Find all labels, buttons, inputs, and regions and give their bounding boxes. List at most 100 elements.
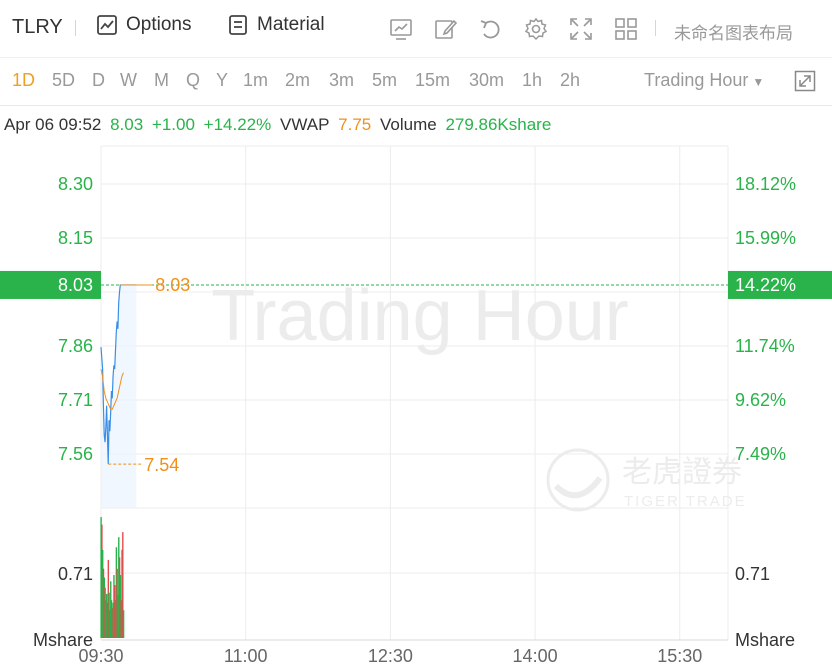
quote-datetime: Apr 06 09:52: [4, 115, 102, 134]
period-1h[interactable]: 1h: [522, 70, 543, 90]
period-3m[interactable]: 3m: [329, 70, 355, 90]
volume-bar: [107, 559, 110, 638]
layout-name[interactable]: 未命名图表布局: [674, 24, 793, 43]
volume-tick-label: 0.71: [58, 564, 93, 584]
volume-bar: [112, 602, 114, 638]
period-1m[interactable]: 1m: [243, 70, 269, 90]
low-marker-label: 7.54: [144, 455, 179, 475]
settings-icon[interactable]: [523, 16, 549, 42]
toolbar-divider: [655, 20, 656, 36]
options-chart-icon: [97, 15, 117, 35]
volume-label: Volume: [380, 115, 437, 134]
price-tick-label: 7.86: [58, 336, 93, 356]
time-tick-label: 11:00: [224, 646, 268, 666]
ticker-symbol[interactable]: TLRY: [12, 16, 63, 38]
volume-bar: [115, 547, 118, 638]
volume-bar: [117, 595, 119, 638]
quote-info-bar: Apr 06 09:52 8.03 +1.00 +14.22% VWAP 7.7…: [4, 115, 555, 135]
brand-watermark: 老虎證券: [622, 455, 742, 490]
volume-bar: [106, 602, 109, 638]
volume-bar: [102, 549, 104, 638]
undo-icon[interactable]: [478, 16, 504, 42]
price-area: [101, 284, 137, 508]
high-marker-label: 8.03: [155, 275, 190, 295]
toolbar-divider: [75, 20, 76, 36]
volume-bar: [116, 568, 118, 638]
brand-watermark-logo: [553, 476, 603, 499]
price-tick-label: 7.71: [58, 390, 93, 410]
pct-tick-label: 15.99%: [735, 228, 796, 248]
volume-bar: [108, 592, 110, 638]
volume-bar: [119, 575, 122, 638]
volume-bar: [106, 593, 108, 638]
volume-value: 279.86Kshare: [445, 115, 552, 134]
volume-bar: [120, 600, 122, 638]
material-button[interactable]: Material: [227, 14, 325, 36]
vwap-line: [100, 368, 124, 410]
volume-bar: [102, 568, 105, 638]
options-button[interactable]: Options: [96, 14, 191, 36]
session-watermark: Trading Hour: [211, 276, 629, 356]
period-30m[interactable]: 30m: [469, 70, 505, 90]
pct-tick-label: 18.12%: [735, 174, 796, 194]
time-tick-label: 09:30: [78, 646, 123, 666]
period-w[interactable]: W: [120, 70, 137, 90]
period-y[interactable]: Y: [216, 70, 229, 90]
period-m[interactable]: M: [154, 70, 169, 90]
volume-bar: [114, 600, 117, 638]
brand-watermark-sub: TIGER TRADE: [624, 493, 747, 510]
volume-bar: [103, 577, 106, 638]
period-2m[interactable]: 2m: [285, 70, 311, 90]
quote-price: 8.03: [110, 115, 144, 134]
draw-icon[interactable]: [433, 16, 459, 42]
time-tick-label: 14:00: [513, 646, 558, 666]
vwap-label: VWAP: [280, 115, 330, 134]
brand-watermark-logo: [546, 448, 610, 512]
session-dropdown[interactable]: Trading Hour ▼: [644, 70, 764, 91]
volume-axis-label: Mshare: [735, 630, 795, 650]
fullscreen-icon[interactable]: [568, 16, 594, 42]
period-selector: 1D 5D D W M Q Y 1m 2m 3m 5m 15m 30m 1h 2…: [0, 58, 832, 106]
layout-grid-icon[interactable]: [613, 16, 639, 42]
pct-tick-label: 9.62%: [735, 390, 786, 410]
pct-tick-label: 11.74%: [735, 336, 795, 356]
period-2h[interactable]: 2h: [560, 70, 581, 90]
time-tick-label: 12:30: [368, 646, 413, 666]
period-1d[interactable]: 1D: [12, 70, 36, 90]
volume-bar: [109, 610, 111, 638]
pct-tick-label: 7.49%: [735, 444, 786, 464]
volume-axis-label: Mshare: [33, 630, 93, 650]
document-icon: [229, 15, 247, 35]
material-label: Material: [257, 14, 325, 35]
quote-change: +1.00: [151, 115, 195, 134]
current-price-badge-label: 8.03: [58, 275, 93, 295]
quote-change-pct: +14.22%: [203, 115, 272, 134]
volume-bar: [122, 610, 125, 638]
current-pct-badge: [728, 270, 832, 299]
volume-bar: [111, 607, 114, 638]
volume-bar: [118, 537, 120, 638]
volume-bar: [100, 517, 102, 638]
volume-bar: [121, 549, 123, 638]
price-tick-label: 8.15: [58, 228, 93, 248]
volume-bar: [114, 585, 116, 638]
chart-analysis-icon[interactable]: [388, 16, 414, 42]
period-q[interactable]: Q: [186, 70, 201, 90]
period-15m[interactable]: 15m: [415, 70, 451, 90]
period-5d[interactable]: 5D: [52, 70, 76, 90]
volume-bar: [105, 600, 107, 638]
period-5m[interactable]: 5m: [372, 70, 398, 90]
period-d[interactable]: D: [92, 70, 105, 90]
options-label: Options: [126, 14, 192, 35]
volume-bar: [113, 575, 115, 638]
price-tick-label: 7.56: [58, 444, 93, 464]
top-toolbar: TLRY Options Material: [0, 0, 832, 58]
session-label: Trading Hour: [644, 70, 749, 90]
current-pct-badge-label: 14.22%: [735, 275, 796, 295]
volume-bar: [110, 581, 112, 638]
expand-chart-icon[interactable]: [794, 70, 816, 92]
time-tick-label: 15:30: [657, 646, 702, 666]
vwap-value: 7.75: [338, 115, 372, 134]
volume-bar: [122, 532, 124, 638]
